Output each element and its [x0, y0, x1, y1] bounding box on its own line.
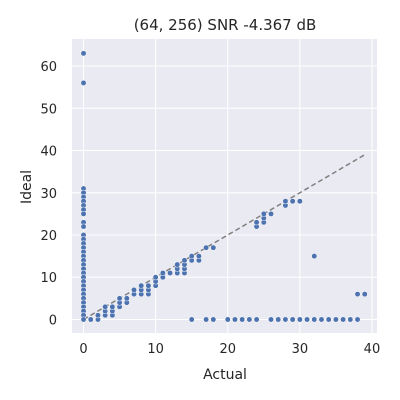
data-point [296, 198, 303, 205]
data-point [210, 244, 217, 251]
data-point [109, 303, 116, 310]
data-point [210, 316, 217, 323]
data-point [246, 316, 253, 323]
data-point [203, 244, 210, 251]
data-point [253, 316, 260, 323]
data-point [268, 316, 274, 323]
data-point [253, 219, 260, 226]
reference-line [83, 154, 366, 321]
data-point [354, 316, 361, 323]
data-point [282, 316, 289, 323]
y-tick-label: 60 [40, 60, 57, 75]
data-point [174, 261, 181, 268]
data-point [311, 253, 318, 260]
data-point [123, 295, 130, 302]
y-tick-label: 40 [40, 145, 57, 160]
data-point [80, 50, 87, 57]
data-point [340, 316, 347, 323]
data-point [361, 291, 368, 298]
data-point [304, 316, 311, 323]
data-point [195, 253, 202, 260]
data-point [102, 303, 109, 310]
x-tick-label: 30 [292, 342, 309, 357]
data-point [318, 316, 325, 323]
y-tick-label: 10 [40, 271, 57, 286]
data-point [87, 316, 94, 323]
x-axis-label: Actual [203, 367, 247, 383]
y-tick-label: 20 [40, 229, 57, 244]
data-point [224, 316, 231, 323]
data-point [311, 316, 318, 323]
data-point [131, 286, 137, 293]
data-point [188, 253, 195, 260]
data-point [268, 210, 274, 217]
y-tick-label: 30 [40, 187, 57, 202]
chart-title: (64, 256) SNR -4.367 dB [134, 16, 317, 34]
data-points [80, 50, 368, 323]
data-point [275, 316, 282, 323]
data-point [138, 282, 145, 289]
grid-lines [72, 39, 377, 333]
data-point [325, 316, 332, 323]
identity-reference-line [83, 154, 366, 321]
x-tick-label: 20 [219, 342, 236, 357]
data-point [188, 316, 195, 323]
data-point [282, 198, 289, 205]
data-point [80, 210, 87, 217]
data-point [80, 79, 87, 86]
data-point [181, 257, 188, 264]
data-point [289, 198, 296, 205]
data-point [289, 316, 296, 323]
data-point [332, 316, 339, 323]
data-point [239, 316, 246, 323]
data-point [80, 223, 87, 230]
y-tick-label: 0 [49, 313, 57, 328]
plot-background [72, 39, 377, 333]
y-tick-label: 50 [40, 102, 57, 117]
data-point [203, 316, 210, 323]
y-axis-label: Ideal [19, 170, 35, 204]
data-point [152, 274, 159, 281]
data-point [347, 316, 354, 323]
x-tick-labels: 0 10 20 30 40 [79, 342, 380, 357]
data-point [95, 312, 101, 319]
data-point [145, 282, 152, 289]
data-point [232, 316, 238, 323]
data-point [354, 291, 361, 298]
x-tick-label: 10 [147, 342, 164, 357]
x-tick-label: 0 [79, 342, 87, 357]
y-tick-labels: 0 10 20 30 40 50 60 [40, 60, 57, 328]
data-point [116, 295, 123, 302]
data-point [80, 316, 87, 323]
data-point [260, 210, 267, 217]
data-point [167, 270, 174, 276]
data-point [296, 316, 303, 323]
data-point [159, 270, 166, 276]
x-tick-label: 40 [364, 342, 381, 357]
